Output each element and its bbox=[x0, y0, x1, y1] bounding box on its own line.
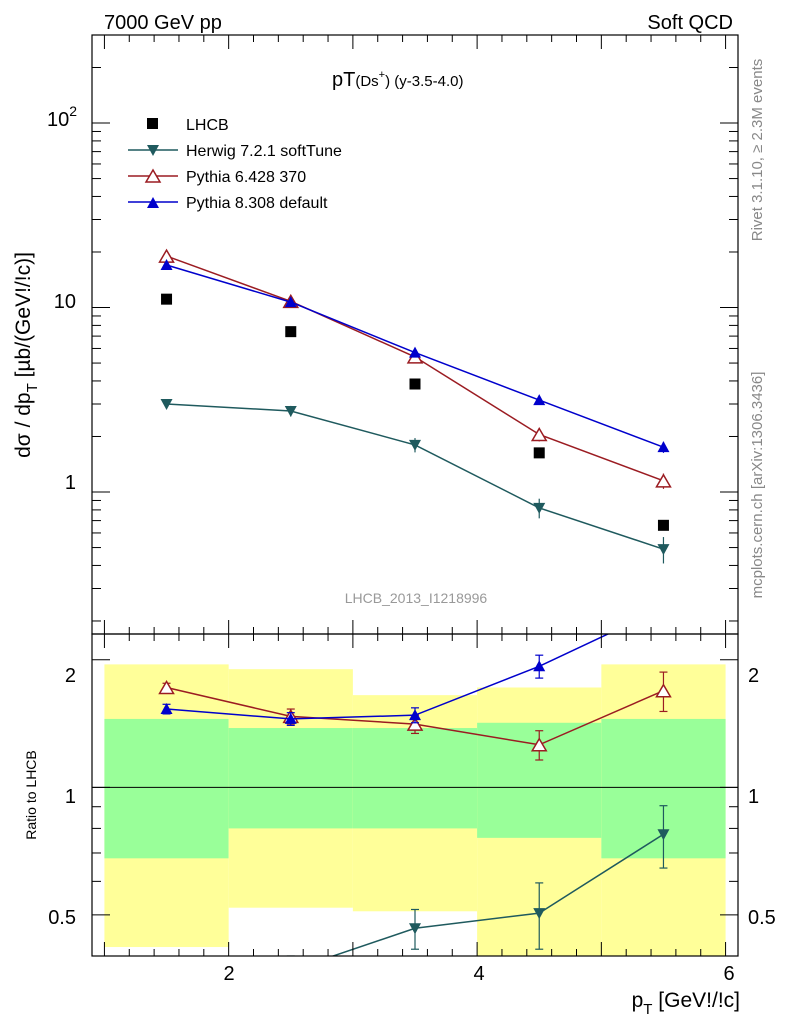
plot-title: pT(Ds+) (y-3.5-4.0) bbox=[332, 69, 463, 91]
point-herwig bbox=[284, 405, 297, 417]
point-herwig bbox=[533, 502, 546, 514]
ratio-point-pythia6 bbox=[406, 716, 424, 731]
point-pythia8 bbox=[160, 259, 173, 271]
ratio-y-axis-label: Ratio to LHCB bbox=[23, 750, 39, 839]
series-layer bbox=[158, 248, 672, 976]
x-axis-label: pT [GeV!/!c] bbox=[632, 989, 740, 1018]
point-lhcb bbox=[161, 293, 173, 305]
ratio-tick-label-right-0.5: 0.5 bbox=[748, 907, 776, 929]
point-pythia6 bbox=[655, 473, 672, 488]
ratio-point-pythia8 bbox=[160, 703, 173, 715]
ratio-series-pythia6 bbox=[158, 671, 672, 761]
ratio-point-pythia8 bbox=[533, 660, 546, 672]
legend-marker-pythia6 bbox=[144, 168, 162, 183]
band-inner-bin-2 bbox=[352, 728, 478, 829]
ratio-point-herwig bbox=[285, 965, 297, 976]
axis-ticks bbox=[92, 34, 738, 957]
ratio-point-pythia6 bbox=[655, 683, 672, 698]
rivet-version-label: Rivet 3.1.10, ≥ 2.3M events bbox=[749, 59, 766, 242]
ratio-point-pythia8 bbox=[657, 602, 669, 613]
ratio-tick-label-right-2: 2 bbox=[748, 665, 759, 687]
x-tick-label-6: 6 bbox=[723, 963, 734, 985]
ratio-tick-label-right-1: 1 bbox=[748, 786, 759, 808]
legend-label-lhcb: LHCB bbox=[186, 117, 229, 134]
y-tick-label-100: 102 bbox=[47, 103, 77, 131]
point-lhcb bbox=[533, 447, 545, 459]
ratio-series-herwig bbox=[285, 805, 670, 976]
legend: LHCB Herwig 7.2.1 softTune Pythia 6.428 … bbox=[128, 117, 342, 212]
legend-marker-pythia8 bbox=[147, 197, 159, 208]
ratio-series-pythia8 bbox=[160, 602, 669, 726]
y-axis-label: dσ / dpT [µb/(GeV!/!c)] bbox=[12, 252, 41, 458]
series-herwig bbox=[160, 398, 670, 564]
legend-label-pythia8: Pythia 8.308 default bbox=[186, 195, 328, 212]
legend-marker-lhcb bbox=[147, 118, 158, 129]
header-category: Soft QCD bbox=[647, 12, 733, 34]
point-pythia6 bbox=[530, 427, 548, 442]
point-lhcb bbox=[409, 378, 421, 390]
line-herwig bbox=[166, 403, 664, 550]
header-energy: 7000 GeV pp bbox=[104, 12, 222, 34]
ratio-panel-series bbox=[158, 602, 672, 976]
series-lhcb bbox=[161, 293, 669, 531]
mcplots-citation: mcplots.cern.ch [arXiv:1306.3436] bbox=[749, 372, 766, 599]
ratio-point-pythia8 bbox=[409, 709, 421, 721]
y-tick-label-10: 10 bbox=[54, 291, 76, 313]
point-herwig bbox=[160, 398, 173, 410]
ratio-tick-label-0.5: 0.5 bbox=[48, 907, 76, 929]
point-pythia8 bbox=[409, 346, 421, 358]
series-pythia8 bbox=[160, 259, 670, 453]
ratio-panel-frame bbox=[91, 633, 739, 957]
x-tick-label-2: 2 bbox=[223, 963, 234, 985]
ratio-point-pythia6 bbox=[158, 680, 175, 695]
y-tick-label-1: 1 bbox=[65, 472, 76, 494]
legend-marker-herwig bbox=[147, 145, 159, 156]
point-herwig bbox=[409, 439, 421, 451]
point-lhcb bbox=[285, 326, 297, 338]
ratio-point-pythia6 bbox=[530, 737, 548, 752]
point-pythia8 bbox=[533, 394, 546, 406]
legend-label-pythia6: Pythia 6.428 370 bbox=[186, 169, 306, 186]
ratio-point-herwig bbox=[533, 908, 546, 920]
legend-label-herwig: Herwig 7.2.1 softTune bbox=[186, 143, 342, 160]
ratio-point-herwig bbox=[657, 829, 670, 841]
analysis-tag: LHCB_2013_I1218996 bbox=[345, 590, 488, 606]
main-panel-series bbox=[158, 248, 672, 564]
ratio-tick-label-1: 1 bbox=[65, 786, 76, 808]
x-tick-label-4: 4 bbox=[473, 963, 484, 985]
ratio-tick-label-2: 2 bbox=[65, 665, 76, 687]
point-lhcb bbox=[657, 519, 669, 531]
ratio-point-herwig bbox=[409, 923, 421, 935]
band-inner-bin-0 bbox=[104, 718, 229, 859]
point-pythia8 bbox=[284, 296, 297, 308]
ratio-point-pythia8 bbox=[284, 712, 297, 724]
point-herwig bbox=[657, 544, 670, 556]
band-inner-bin-1 bbox=[228, 728, 353, 829]
point-pythia8 bbox=[657, 441, 670, 453]
